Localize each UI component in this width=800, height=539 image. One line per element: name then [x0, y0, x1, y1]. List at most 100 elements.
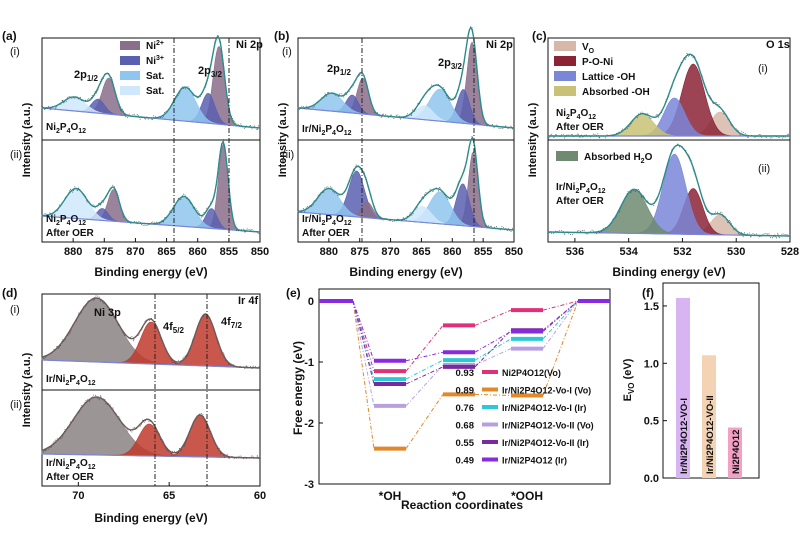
x-tick-label: 875: [95, 246, 113, 258]
panel-d-sub-ii: (ii): [10, 399, 22, 411]
panel-a-label: (a): [2, 29, 17, 43]
panel-a-sample-i: Ni2P4O12: [46, 122, 86, 135]
panel-c: (c) O 1s VO P-O-Ni Lattice -OH Absorbed …: [527, 29, 799, 279]
background-line: [297, 107, 515, 129]
panel-b-sample-ii: Ir/Ni2P4O12: [302, 214, 352, 227]
legend-overpotential: 0.49: [456, 456, 475, 467]
panel-f-label: (f): [642, 286, 654, 300]
panel-d-peak-ni3p: Ni 3p: [94, 307, 121, 319]
panel-f-ylabel: EVO (eV): [622, 358, 636, 401]
panel-c-bottom-spectrum: [547, 143, 791, 239]
panel-d: (d) (i) Ir 4f Ni 3p 4f5/2 4f7/2 Ir/Ni2P4…: [2, 286, 266, 525]
fitted-envelope: [548, 53, 790, 137]
panel-f-yticks: 0.0 0.5 1.0 1.5: [644, 301, 667, 485]
panel-f-bars: Ir/Ni2P4O12-VO-I Ir/Ni2P4O12-VO-II Ni2P4O1…: [676, 297, 742, 478]
legend-overpotential: 0.68: [456, 421, 475, 432]
legend-swatch-absh2o: [556, 151, 578, 161]
panel-b-peak-2p32: 2p3/2: [438, 57, 463, 71]
x-tick-label: 860: [189, 246, 207, 258]
panel-e-ylabel: Free energy (eV): [291, 341, 305, 435]
x-tick-label: 855: [474, 246, 492, 258]
component-peak-0: [297, 41, 515, 129]
legend-absh2o: Absorbed H2O: [584, 152, 653, 165]
legend-ni2: Ni2+: [146, 40, 164, 52]
legend-swatch-ni3: [120, 56, 140, 65]
energy-connector-2-3: [542, 300, 579, 340]
x-tick-label: 70: [72, 490, 84, 502]
panel-b-tag: Ni 2p: [486, 39, 513, 51]
x-tick-label: 532: [673, 246, 691, 258]
bar-label-1: Ir/Ni2P4O12-VO-II: [705, 395, 716, 474]
legend-swatch-sat1: [120, 71, 140, 80]
panel-b-top-spectrum: [297, 26, 515, 130]
energy-connector-0-3: [542, 300, 579, 311]
panel-a-frame-bottom: [41, 139, 261, 243]
x-tick-label: 530: [727, 246, 745, 258]
panel-c-legend: VO P-O-Ni Lattice -OH Absorbed -OH: [554, 41, 650, 98]
energy-connector-4-0: [352, 300, 375, 385]
panel-a-sample-ii: Ni2P4O12: [46, 214, 86, 227]
legend-swatch-absoh: [554, 86, 576, 96]
panel-e-xticks: *OH *O *OOH: [379, 489, 543, 503]
panel-d-sample-ii: Ir/Ni2P4O12: [46, 458, 96, 471]
panel-c-sample-ii: Ir/Ni2P4O12: [556, 182, 606, 195]
bar-label-0: Ir/Ni2P4O12-VO-I: [679, 398, 690, 474]
fitted-envelope: [41, 140, 261, 233]
background-line: [41, 453, 261, 459]
panel-d-peak-4f52: 4f5/2: [163, 321, 184, 335]
panel-d-sample-i: Ir/Ni2P4O12: [46, 374, 96, 387]
legend-overpotential: 0.76: [456, 403, 475, 414]
panel-d-label: (d): [2, 286, 17, 300]
energy-connector-4-1: [405, 366, 444, 385]
legend-swatch-pon: [554, 56, 576, 66]
y-tick-label: 0: [308, 296, 314, 308]
fitted-envelope: [548, 144, 790, 237]
y-tick-label: 0.0: [644, 473, 659, 485]
x-category-label: *OOH: [511, 489, 543, 503]
energy-connector-0-2: [474, 309, 512, 326]
panel-a-bottom-spectrum: [41, 138, 261, 235]
panel-e-label: (e): [286, 286, 301, 300]
energy-connector-4-2: [474, 329, 512, 368]
legend-label: Ir/Ni2P4O12-Vo-II (Ir): [502, 438, 589, 448]
energy-connector-1-0: [352, 300, 375, 449]
panel-a-xticks: 880 875 870 865 860 855 850: [64, 238, 269, 258]
x-category-label: *O: [452, 489, 466, 503]
panel-e-legend: 0.93 Ni2P4O12(Vo) 0.89 Ir/Ni2P4O12-Vo-I (Vo…: [456, 368, 594, 467]
energy-connector-1-3: [542, 300, 579, 396]
panel-b-sample-i: Ir/Ni2P4O12: [302, 124, 352, 137]
legend-label: Ir/Ni2P4O12 (Ir): [502, 456, 567, 466]
panel-b-after-oer: After OER: [302, 228, 351, 239]
legend-label: Ir/Ni2P4O12-Vo-I (Vo): [502, 386, 591, 396]
panel-b-peak-2p12: 2p1/2: [327, 63, 352, 77]
legend-overpotential: 0.93: [456, 368, 475, 379]
background-line: [41, 359, 261, 369]
panel-c-frame-bottom: [547, 139, 791, 243]
background-line: [297, 211, 515, 231]
panel-e-xlabel: Reaction coordinates: [401, 498, 523, 512]
legend-label: Ir/Ni2P4O12-Vo-I (Ir): [502, 403, 586, 413]
panel-b-frame-bottom: [297, 139, 515, 243]
legend-swatch-sat2: [120, 86, 140, 95]
panel-c-xticks: 536 534 532 530 528: [566, 238, 799, 258]
panel-b-sub-ii: (ii): [282, 149, 294, 161]
legend-vo: VO: [582, 42, 595, 55]
panel-d-xlabel: Binding energy (eV): [94, 511, 207, 525]
legend-overpotential: 0.89: [456, 386, 475, 397]
panel-f: (f) 0.00.51.01.5 Ir/Ni2P4O12-VO-I Ir/Ni2P…: [622, 282, 760, 485]
legend-swatch-ni2: [120, 41, 140, 50]
panel-c-after-oer-i: After OER: [556, 122, 605, 133]
legend-swatch-lattice: [554, 71, 576, 81]
panel-a-xlabel: Binding energy (eV): [94, 265, 207, 279]
panel-d-bottom-spectrum: [41, 394, 261, 460]
fitted-envelope: [41, 396, 260, 459]
legend-sat1: Sat.: [146, 71, 165, 82]
legend-absoh: Absorbed -OH: [582, 87, 650, 98]
energy-connector-2-1: [405, 359, 444, 380]
panel-d-after-oer: After OER: [46, 472, 95, 483]
panel-b-sub-i: (i): [282, 46, 292, 58]
panel-a-tag: Ni 2p: [236, 39, 263, 51]
panel-b-xticks: 880 875 870 865 860 855 850: [320, 238, 523, 258]
panel-a-sub-ii: (ii): [10, 149, 22, 161]
y-tick-label: -1: [304, 357, 314, 369]
